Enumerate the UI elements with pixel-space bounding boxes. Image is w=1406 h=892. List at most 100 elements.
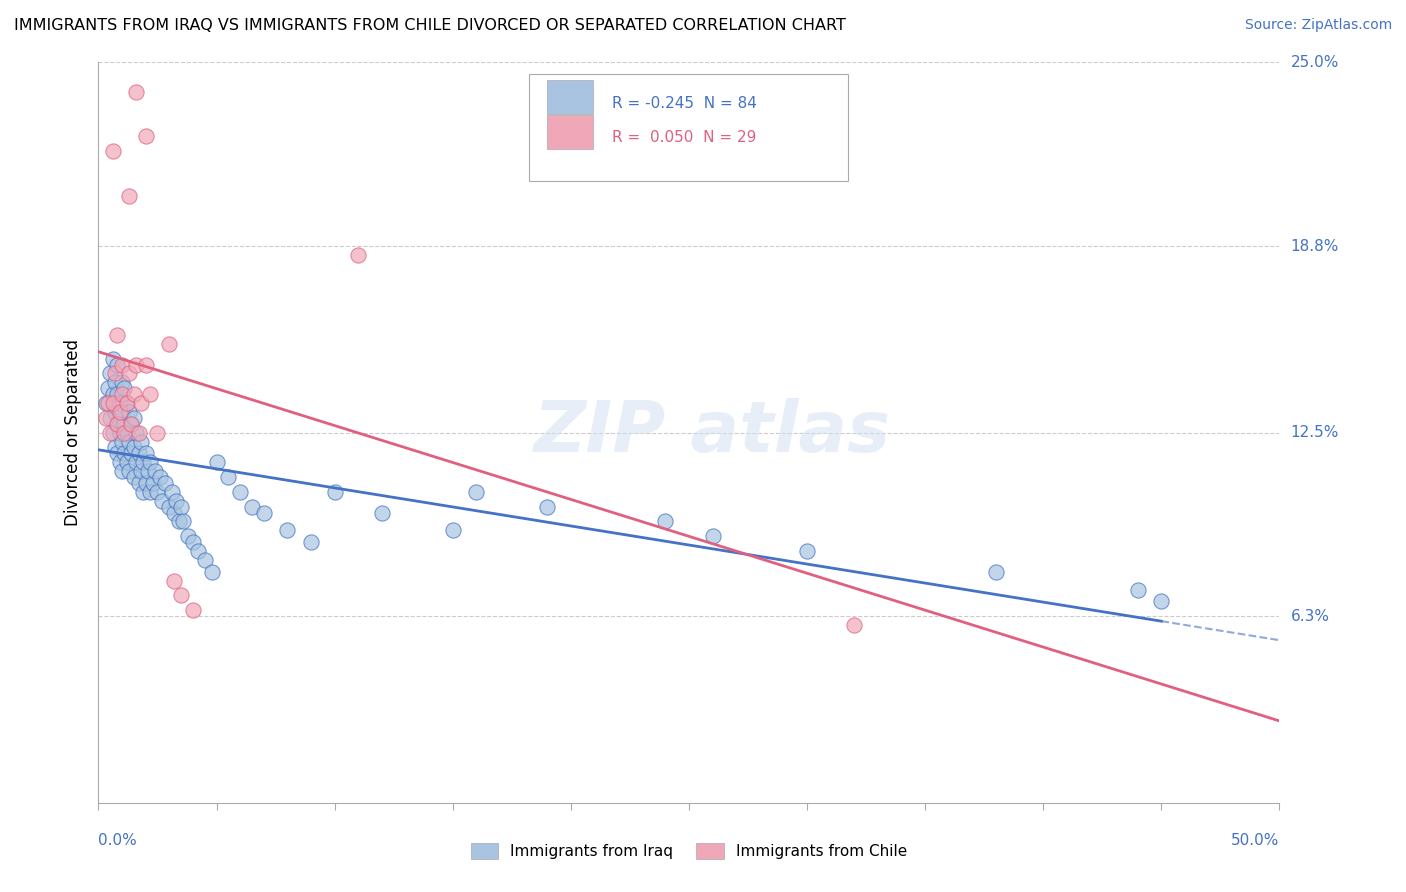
Point bbox=[125, 85, 148, 99]
Point bbox=[157, 500, 180, 514]
Point bbox=[105, 387, 128, 401]
Point bbox=[108, 405, 131, 419]
Point bbox=[101, 351, 124, 366]
Point bbox=[118, 405, 141, 419]
Point bbox=[105, 327, 128, 342]
Point bbox=[163, 574, 186, 588]
Point bbox=[125, 425, 148, 440]
Point bbox=[98, 367, 121, 381]
Point bbox=[111, 387, 134, 401]
Point bbox=[112, 425, 135, 440]
Text: 12.5%: 12.5% bbox=[1291, 425, 1339, 440]
Point bbox=[157, 336, 180, 351]
Point bbox=[98, 425, 121, 440]
Text: 0.0%: 0.0% bbox=[98, 833, 138, 848]
Point bbox=[122, 470, 145, 484]
Point bbox=[139, 484, 162, 499]
Point bbox=[118, 188, 141, 202]
Point bbox=[146, 484, 169, 499]
Point bbox=[125, 358, 148, 372]
Point bbox=[167, 515, 190, 529]
Point bbox=[128, 475, 150, 490]
Text: Source: ZipAtlas.com: Source: ZipAtlas.com bbox=[1244, 18, 1392, 32]
Point bbox=[172, 515, 194, 529]
Point bbox=[101, 396, 124, 410]
Point bbox=[984, 565, 1007, 579]
Point bbox=[112, 446, 135, 460]
Point bbox=[122, 441, 145, 455]
Point bbox=[299, 535, 322, 549]
Text: 25.0%: 25.0% bbox=[1291, 55, 1339, 70]
Point bbox=[181, 603, 204, 617]
Point bbox=[536, 500, 558, 514]
Point bbox=[121, 446, 143, 460]
Point bbox=[104, 367, 127, 381]
Point bbox=[111, 358, 134, 372]
Point bbox=[111, 434, 134, 449]
Point bbox=[122, 410, 145, 425]
Point bbox=[201, 565, 224, 579]
Y-axis label: Divorced or Separated: Divorced or Separated bbox=[65, 339, 83, 526]
Point bbox=[105, 417, 128, 431]
Point bbox=[104, 441, 127, 455]
Point bbox=[115, 425, 138, 440]
Point bbox=[194, 553, 217, 567]
Point bbox=[128, 425, 150, 440]
Point bbox=[118, 434, 141, 449]
Point bbox=[125, 455, 148, 469]
Point bbox=[105, 358, 128, 372]
Point bbox=[135, 446, 157, 460]
Point bbox=[101, 145, 124, 159]
Point bbox=[441, 524, 464, 538]
Point bbox=[112, 417, 135, 431]
Point bbox=[153, 475, 176, 490]
Point bbox=[229, 484, 252, 499]
Point bbox=[177, 529, 200, 543]
Point bbox=[205, 455, 228, 469]
Point bbox=[135, 475, 157, 490]
Legend: Immigrants from Iraq, Immigrants from Chile: Immigrants from Iraq, Immigrants from Ch… bbox=[464, 837, 914, 865]
Text: 50.0%: 50.0% bbox=[1232, 833, 1279, 848]
Point bbox=[170, 500, 193, 514]
Point bbox=[323, 484, 346, 499]
Text: R =  0.050  N = 29: R = 0.050 N = 29 bbox=[612, 130, 756, 145]
Point bbox=[115, 455, 138, 469]
Point bbox=[94, 396, 117, 410]
Point bbox=[136, 464, 159, 478]
Point bbox=[129, 464, 152, 478]
Point bbox=[253, 506, 276, 520]
Point bbox=[146, 425, 169, 440]
Point bbox=[1150, 594, 1173, 608]
Text: 6.3%: 6.3% bbox=[1291, 608, 1330, 624]
Point bbox=[115, 396, 138, 410]
Point bbox=[121, 417, 143, 431]
FancyBboxPatch shape bbox=[547, 115, 593, 149]
Point bbox=[135, 129, 157, 144]
Point bbox=[129, 434, 152, 449]
Point bbox=[150, 493, 173, 508]
Point bbox=[160, 484, 183, 499]
Point bbox=[115, 396, 138, 410]
Point bbox=[163, 506, 186, 520]
Point bbox=[101, 425, 124, 440]
Point bbox=[143, 464, 166, 478]
Point bbox=[101, 387, 124, 401]
Point bbox=[240, 500, 263, 514]
Point bbox=[111, 376, 134, 390]
Point bbox=[122, 387, 145, 401]
Point bbox=[108, 455, 131, 469]
Point bbox=[108, 396, 131, 410]
Point bbox=[104, 405, 127, 419]
Point bbox=[654, 515, 676, 529]
Point bbox=[465, 484, 488, 499]
Point bbox=[844, 618, 866, 632]
Point bbox=[276, 524, 298, 538]
Point bbox=[129, 396, 152, 410]
Point bbox=[97, 381, 120, 395]
Point bbox=[111, 464, 134, 478]
Point bbox=[139, 387, 162, 401]
Point bbox=[217, 470, 239, 484]
Point bbox=[132, 455, 155, 469]
FancyBboxPatch shape bbox=[547, 80, 593, 114]
Point bbox=[111, 405, 134, 419]
